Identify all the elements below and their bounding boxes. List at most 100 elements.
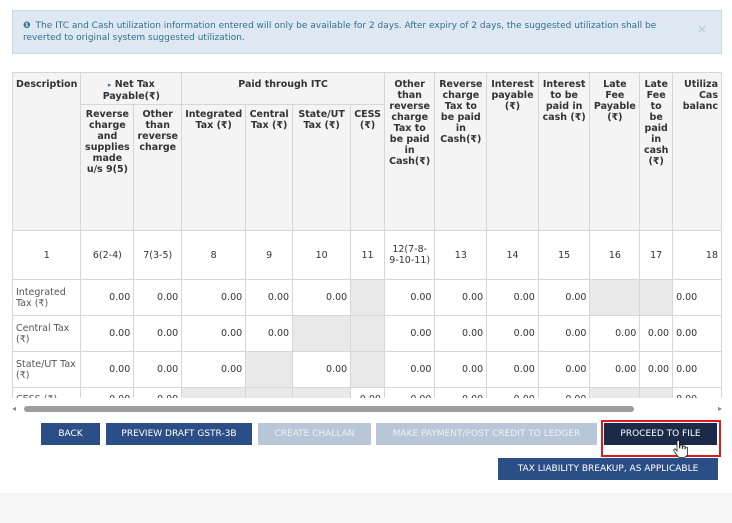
amount-cell[interactable]: 0.00	[133, 351, 183, 388]
header-reverse-charge-cash: Reverse charge Tax to be paid in Cash(₹)	[434, 73, 488, 231]
header-interest-cash: Interest to be paid in cash (₹)	[538, 73, 591, 231]
column-number-cell: 11	[350, 230, 385, 280]
column-number-cell: 8	[181, 230, 247, 280]
amount-cell[interactable]: 0.00	[292, 279, 352, 316]
column-number-cell: 12(7-8-9-10-11)	[384, 230, 436, 280]
amount-cell[interactable]: 0.00	[672, 387, 722, 398]
header-utilizable-cash: Utiliza Cas balanc	[672, 73, 722, 231]
info-alert: ❶ The ITC and Cash utilization informati…	[12, 10, 722, 54]
footer-area	[0, 493, 732, 523]
amount-cell[interactable]: 0.00	[384, 387, 436, 398]
header-integrated-tax: Integrated Tax (₹)	[181, 104, 247, 231]
header-paid-through-itc: Paid through ITC	[181, 73, 385, 105]
column-number-cell: 16	[589, 230, 641, 280]
amount-cell[interactable]: 0.00	[672, 315, 722, 352]
amount-cell[interactable]: 0.00	[245, 279, 294, 316]
amount-cell[interactable]: 0.00	[639, 351, 674, 388]
amount-cell[interactable]: 0.00	[639, 315, 674, 352]
amount-cell[interactable]: 0.00	[181, 351, 247, 388]
column-number-row: 1 6(2-4) 7(3-5) 8 9 10 11 12(7-8-9-10-11) 13 14 15…	[13, 230, 722, 280]
back-button[interactable]: BACK	[41, 423, 100, 445]
column-number-cell: 13	[434, 230, 488, 280]
amount-cell[interactable]: 0.00	[486, 387, 539, 398]
amount-cell[interactable]: 0.00	[486, 315, 539, 352]
header-reverse-charge: Reverse charge and supplies made u/s 9(5…	[80, 104, 135, 231]
amount-cell[interactable]: 0.00	[384, 315, 436, 352]
row-label: Integrated Tax (₹)	[13, 279, 82, 316]
amount-cell[interactable]: 0.00	[80, 351, 135, 388]
header-state-tax: State/UT Tax (₹)	[292, 104, 352, 231]
header-cess: CESS (₹)	[350, 104, 385, 231]
tax-payment-table-container: Description ▸ Net Tax Payable(₹) Paid th…	[12, 72, 722, 398]
alert-text: The ITC and Cash utilization information…	[23, 21, 657, 43]
amount-cell[interactable]: 0.00	[538, 387, 591, 398]
disabled-cell	[589, 387, 641, 398]
table-row: State/UT Tax (₹) 0.00 0.00 0.00 0.00 0.00 0.00…	[13, 351, 722, 388]
column-number-cell: 7(3-5)	[133, 230, 183, 280]
amount-cell[interactable]: 0.00	[672, 279, 722, 316]
amount-cell[interactable]: 0.00	[486, 279, 539, 316]
close-icon[interactable]: ×	[696, 22, 707, 36]
table-row: Central Tax (₹) 0.00 0.00 0.00 0.00 0.00 0.00 0…	[13, 315, 722, 352]
amount-cell[interactable]: 0.00	[80, 387, 135, 398]
disabled-cell	[350, 279, 385, 316]
header-late-fee-payable: Late Fee Payable (₹)	[589, 73, 641, 231]
make-payment-button: MAKE PAYMENT/POST CREDIT TO LEDGER	[376, 423, 597, 445]
amount-cell[interactable]: 0.00	[133, 279, 183, 316]
disabled-cell	[292, 387, 352, 398]
header-other-than-reverse: Other than reverse charge	[133, 104, 183, 231]
amount-cell[interactable]: 0.00	[434, 351, 488, 388]
amount-cell[interactable]: 0.00	[181, 279, 247, 316]
header-description: Description	[13, 73, 82, 231]
amount-cell[interactable]: 0.00	[384, 279, 436, 316]
amount-cell[interactable]: 0.00	[133, 315, 183, 352]
column-number-cell: 18	[672, 230, 722, 280]
row-label: CESS (₹)	[13, 387, 82, 398]
amount-cell[interactable]: 0.00	[384, 351, 436, 388]
header-late-fee-cash: Late Fee to be paid in cash (₹)	[639, 73, 674, 231]
amount-cell[interactable]: 0.00	[80, 279, 135, 316]
column-number-cell: 6(2-4)	[80, 230, 135, 280]
amount-cell[interactable]: 0.00	[181, 315, 247, 352]
preview-draft-button[interactable]: PREVIEW DRAFT GSTR-3B	[106, 423, 252, 445]
amount-cell[interactable]: 0.00	[434, 279, 488, 316]
amount-cell[interactable]: 0.00	[350, 387, 385, 398]
table-row: CESS (₹)0.000.000.000.000.000.000.000.00	[13, 387, 722, 398]
scrollbar-thumb[interactable]	[24, 406, 634, 412]
amount-cell[interactable]: 0.00	[589, 315, 641, 352]
proceed-to-file-button[interactable]: PROCEED TO FILE	[604, 423, 717, 445]
disabled-cell	[245, 387, 294, 398]
scroll-right-icon[interactable]: ▸	[717, 404, 722, 413]
table-body: Integrated Tax (₹) 0.00 0.00 0.00 0.00 0.00 0.…	[13, 279, 722, 398]
row-label: Central Tax (₹)	[13, 315, 82, 352]
amount-cell[interactable]: 0.00	[672, 351, 722, 388]
header-interest-payable: Interest payable (₹)	[486, 73, 539, 231]
tax-payment-table: Description ▸ Net Tax Payable(₹) Paid th…	[13, 73, 722, 398]
horizontal-scrollbar[interactable]: ◂ ▸	[12, 404, 722, 414]
disabled-cell	[639, 387, 674, 398]
amount-cell[interactable]: 0.00	[486, 351, 539, 388]
amount-cell[interactable]: 0.00	[538, 351, 591, 388]
amount-cell[interactable]: 0.00	[538, 279, 591, 316]
disabled-cell	[245, 351, 294, 388]
create-challan-button: CREATE CHALLAN	[258, 423, 371, 445]
amount-cell[interactable]: 0.00	[245, 315, 294, 352]
amount-cell[interactable]: 0.00	[434, 315, 488, 352]
row-label: State/UT Tax (₹)	[13, 351, 82, 388]
amount-cell[interactable]: 0.00	[538, 315, 591, 352]
amount-cell[interactable]: 0.00	[80, 315, 135, 352]
tax-liability-breakup-button[interactable]: TAX LIABILITY BREAKUP, AS APPLICABLE	[498, 458, 718, 480]
hand-cursor-icon	[673, 440, 688, 458]
highlight-box	[601, 420, 721, 457]
table-row: Integrated Tax (₹) 0.00 0.00 0.00 0.00 0.00 0.…	[13, 279, 722, 316]
header-net-tax-payable[interactable]: ▸ Net Tax Payable(₹)	[80, 73, 183, 105]
amount-cell[interactable]: 0.00	[133, 387, 183, 398]
column-number-cell: 15	[538, 230, 591, 280]
amount-cell[interactable]: 0.00	[434, 387, 488, 398]
column-number-cell: 9	[245, 230, 294, 280]
amount-cell[interactable]: 0.00	[292, 351, 352, 388]
amount-cell[interactable]: 0.00	[589, 351, 641, 388]
scroll-left-icon[interactable]: ◂	[12, 404, 17, 413]
column-number-cell: 14	[486, 230, 539, 280]
disabled-cell	[639, 279, 674, 316]
